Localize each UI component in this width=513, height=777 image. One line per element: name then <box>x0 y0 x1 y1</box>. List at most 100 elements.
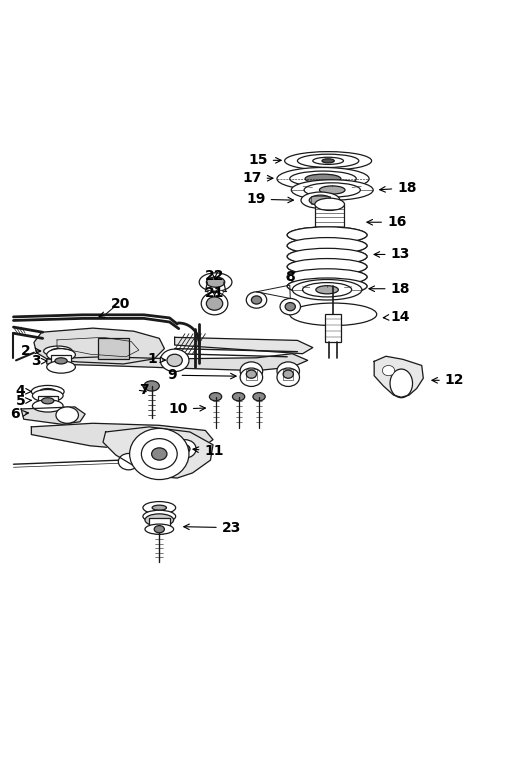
Ellipse shape <box>298 154 359 168</box>
Polygon shape <box>31 423 213 451</box>
Text: 10: 10 <box>168 402 205 416</box>
Ellipse shape <box>199 273 232 291</box>
Ellipse shape <box>303 283 351 297</box>
Text: 5: 5 <box>15 394 31 408</box>
Text: 2: 2 <box>21 343 41 357</box>
Ellipse shape <box>44 346 72 357</box>
Ellipse shape <box>154 525 164 533</box>
Bar <box>311 196 330 204</box>
Bar <box>149 518 169 529</box>
Ellipse shape <box>130 428 189 479</box>
Ellipse shape <box>309 195 332 205</box>
Ellipse shape <box>209 392 222 401</box>
Ellipse shape <box>305 174 341 183</box>
Text: 3: 3 <box>31 354 47 368</box>
Text: 19: 19 <box>246 192 293 206</box>
Ellipse shape <box>285 302 295 311</box>
Ellipse shape <box>47 361 75 373</box>
Ellipse shape <box>32 399 63 412</box>
Ellipse shape <box>161 349 189 371</box>
Text: 11: 11 <box>193 444 224 458</box>
Bar <box>51 355 71 367</box>
Ellipse shape <box>287 269 367 285</box>
Ellipse shape <box>390 369 412 398</box>
Text: 20: 20 <box>111 297 131 311</box>
Polygon shape <box>374 357 423 397</box>
Polygon shape <box>174 337 313 354</box>
Text: 17: 17 <box>242 171 273 185</box>
Ellipse shape <box>290 303 377 326</box>
Bar <box>37 395 58 406</box>
Ellipse shape <box>287 259 367 275</box>
Ellipse shape <box>42 398 54 404</box>
Ellipse shape <box>316 286 339 294</box>
Polygon shape <box>103 427 213 478</box>
Ellipse shape <box>280 298 301 315</box>
Ellipse shape <box>208 291 213 294</box>
Text: 16: 16 <box>367 215 406 229</box>
Ellipse shape <box>119 454 139 470</box>
Ellipse shape <box>313 157 344 165</box>
Ellipse shape <box>246 292 267 308</box>
Ellipse shape <box>253 392 265 401</box>
Text: 18: 18 <box>380 181 417 195</box>
Ellipse shape <box>240 368 263 386</box>
Ellipse shape <box>152 448 167 460</box>
Polygon shape <box>47 354 308 371</box>
Ellipse shape <box>143 502 175 514</box>
Text: 15: 15 <box>248 153 281 167</box>
Text: 6: 6 <box>10 407 28 421</box>
Ellipse shape <box>145 524 173 535</box>
Ellipse shape <box>56 407 78 423</box>
Ellipse shape <box>145 514 173 526</box>
Ellipse shape <box>32 389 63 402</box>
Polygon shape <box>21 407 85 424</box>
Text: 22: 22 <box>205 269 224 283</box>
Text: 13: 13 <box>374 247 410 261</box>
Ellipse shape <box>232 392 245 401</box>
Ellipse shape <box>315 198 345 211</box>
Ellipse shape <box>152 505 166 510</box>
Ellipse shape <box>277 362 300 380</box>
Text: 4: 4 <box>15 384 31 398</box>
Text: 21: 21 <box>205 287 224 301</box>
Ellipse shape <box>292 280 362 300</box>
Ellipse shape <box>277 168 369 190</box>
Bar <box>325 315 342 343</box>
Ellipse shape <box>320 186 345 194</box>
Ellipse shape <box>287 249 367 265</box>
Ellipse shape <box>143 510 175 523</box>
Ellipse shape <box>40 388 56 395</box>
Ellipse shape <box>322 159 334 163</box>
Bar <box>98 338 129 359</box>
Text: 18: 18 <box>369 282 410 296</box>
Polygon shape <box>34 328 164 364</box>
Ellipse shape <box>287 238 367 254</box>
Ellipse shape <box>291 179 373 200</box>
Ellipse shape <box>142 439 177 469</box>
Ellipse shape <box>144 381 160 391</box>
Text: 23: 23 <box>184 521 241 535</box>
Ellipse shape <box>287 278 367 294</box>
Ellipse shape <box>290 171 356 186</box>
Text: 9: 9 <box>167 368 236 382</box>
Ellipse shape <box>206 277 225 287</box>
Ellipse shape <box>55 357 67 364</box>
Ellipse shape <box>246 370 256 378</box>
Ellipse shape <box>283 370 293 378</box>
Ellipse shape <box>201 292 228 315</box>
Text: 12: 12 <box>432 373 464 387</box>
Ellipse shape <box>382 365 394 376</box>
Ellipse shape <box>287 227 367 243</box>
Ellipse shape <box>47 349 75 361</box>
Bar <box>315 204 345 243</box>
Ellipse shape <box>315 238 345 249</box>
Ellipse shape <box>31 385 64 398</box>
Text: 8: 8 <box>285 270 294 284</box>
Text: 1: 1 <box>147 352 166 366</box>
Text: 7: 7 <box>139 383 148 397</box>
Ellipse shape <box>304 183 360 197</box>
Ellipse shape <box>173 440 196 458</box>
Ellipse shape <box>285 152 371 170</box>
Ellipse shape <box>277 368 300 386</box>
